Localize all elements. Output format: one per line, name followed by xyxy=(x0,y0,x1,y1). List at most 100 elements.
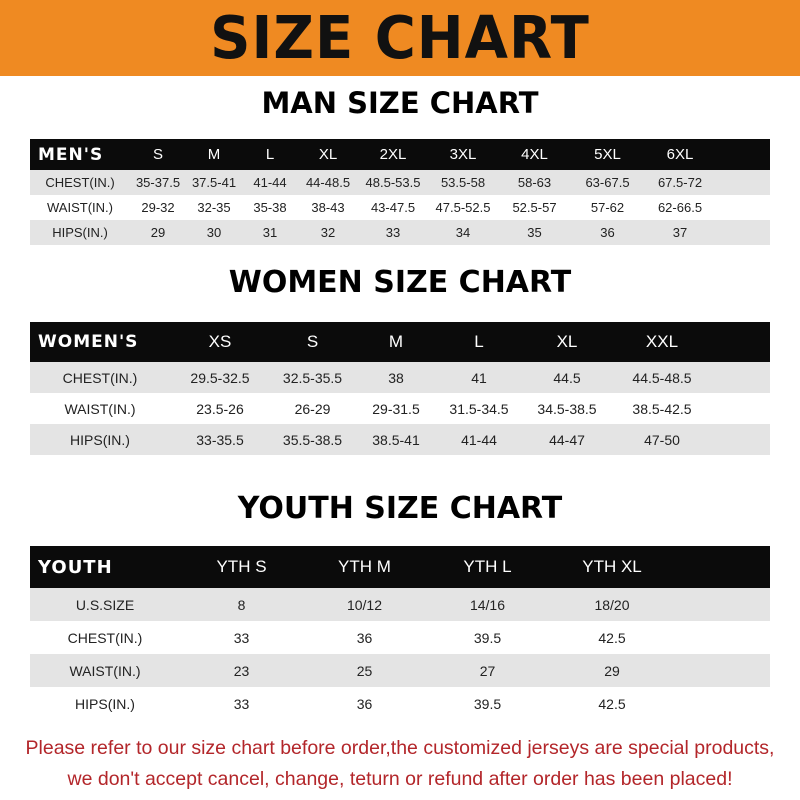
banner: SIZE CHART xyxy=(0,0,800,76)
women-section-title: WOMEN SIZE CHART xyxy=(228,265,572,300)
size-column-header: XL xyxy=(556,332,578,351)
measurement-cell: 62-66.5 xyxy=(657,200,703,215)
size-column-header: 3XL xyxy=(449,146,477,163)
measurement-cell: 18/20 xyxy=(594,596,630,613)
table-row: HIPS(IN.) 33 36 39.5 42.5 xyxy=(30,687,770,720)
men-header-label: MEN'S xyxy=(38,144,104,165)
size-column-header: 4XL xyxy=(521,146,548,163)
row-label: U.S.SIZE xyxy=(75,596,135,613)
size-column-header: M xyxy=(207,146,221,163)
measurement-cell: 41 xyxy=(471,369,487,386)
measurement-cell: 58-63 xyxy=(517,175,552,190)
measurement-cell: 37 xyxy=(672,225,688,240)
table-row: CHEST(IN.) 29.5-32.5 32.5-35.5 38 41 44.5 44.5… xyxy=(30,362,770,393)
measurement-cell: 38.5-41 xyxy=(372,431,420,448)
measurement-cell: 38.5-42.5 xyxy=(632,400,692,417)
measurement-cell: 39.5 xyxy=(473,629,502,646)
measurement-cell: 57-62 xyxy=(590,200,625,215)
size-column-header: XS xyxy=(208,332,232,351)
measurement-cell: 47-50 xyxy=(644,431,680,448)
measurement-cell: 36 xyxy=(356,629,373,646)
measurement-cell: 42.5 xyxy=(598,695,626,712)
measurement-cell: 35 xyxy=(527,225,542,240)
size-column-header: YTH L xyxy=(463,557,512,576)
size-column-header: XXL xyxy=(645,332,679,351)
men-size-table: MEN'S S M L XL 2XL 3XL 4XL 5XL 6XL CHEST(IN.) 35-37… xyxy=(30,139,770,245)
measurement-cell: 34.5-38.5 xyxy=(537,400,597,417)
measurement-cell: 23.5-26 xyxy=(196,400,244,417)
measurement-cell: 44-48.5 xyxy=(305,175,351,190)
youth-header-label: YOUTH xyxy=(38,556,113,578)
measurement-cell: 29.5-32.5 xyxy=(190,369,250,386)
measurement-cell: 32-35 xyxy=(197,200,231,215)
size-column-header: YTH S xyxy=(216,557,267,576)
measurement-cell: 39.5 xyxy=(473,695,502,712)
measurement-cell: 33 xyxy=(385,225,401,240)
size-column-header: XL xyxy=(318,146,338,163)
measurement-cell: 63-67.5 xyxy=(585,175,630,190)
measurement-cell: 33-35.5 xyxy=(196,431,244,448)
table-row: HIPS(IN.) 29 30 31 32 33 34 35 36 37 xyxy=(30,220,770,245)
measurement-cell: 37.5-41 xyxy=(191,175,237,190)
measurement-cell: 36 xyxy=(600,225,615,240)
table-row: WAIST(IN.) 23 25 27 29 xyxy=(30,654,770,687)
size-column-header: L xyxy=(265,146,275,163)
measurement-cell: 44-47 xyxy=(549,431,585,448)
measurement-cell: 41-44 xyxy=(253,175,287,190)
women-size-table: WOMEN'S XS S M L XL XXL CHEST(IN.) 29.5-32.5 32.5… xyxy=(30,322,770,455)
men-header-row: MEN'S S M L XL 2XL 3XL 4XL 5XL 6XL xyxy=(30,139,770,170)
table-row: U.S.SIZE 8 10/12 14/16 18/20 xyxy=(30,588,770,621)
measurement-cell: 38-43 xyxy=(311,200,345,215)
measurement-cell: 8 xyxy=(237,596,246,613)
row-label: HIPS(IN.) xyxy=(70,431,130,448)
youth-section-title: YOUTH SIZE CHART xyxy=(237,491,563,526)
measurement-cell: 44.5 xyxy=(553,369,581,386)
measurement-cell: 44.5-48.5 xyxy=(632,369,692,386)
table-row: CHEST(IN.) 35-37.5 37.5-41 41-44 44-48.5 48.5… xyxy=(30,170,770,195)
youth-header-row: YOUTH YTH S YTH M YTH L YTH XL xyxy=(30,546,770,588)
measurement-cell: 31 xyxy=(262,225,278,240)
row-label: WAIST(IN.) xyxy=(69,662,141,679)
row-label: HIPS(IN.) xyxy=(52,225,108,240)
page-title: SIZE CHART xyxy=(210,3,590,73)
women-header-label: WOMEN'S xyxy=(38,332,139,352)
measurement-cell: 10/12 xyxy=(346,596,383,613)
women-header-row: WOMEN'S XS S M L XL XXL xyxy=(30,322,770,362)
table-row: WAIST(IN.) 23.5-26 26-29 29-31.5 31.5-34.5 34… xyxy=(30,393,770,424)
size-column-header: S xyxy=(152,146,163,163)
row-label: CHEST(IN.) xyxy=(45,175,115,190)
measurement-cell: 25 xyxy=(356,662,373,679)
row-label: CHEST(IN.) xyxy=(62,369,138,386)
size-column-header: S xyxy=(306,332,319,351)
measurement-cell: 43-47.5 xyxy=(370,200,416,215)
measurement-cell: 38 xyxy=(388,369,404,386)
size-column-header: YTH M xyxy=(338,557,391,576)
row-label: HIPS(IN.) xyxy=(75,695,135,712)
measurement-cell: 30 xyxy=(206,225,222,240)
measurement-cell: 36 xyxy=(356,695,373,712)
measurement-cell: 23 xyxy=(233,662,250,679)
size-column-header: L xyxy=(474,332,484,351)
measurement-cell: 29 xyxy=(150,225,166,240)
notice-line-2: we don't accept cancel, change, teturn o… xyxy=(67,768,733,790)
measurement-cell: 29-31.5 xyxy=(372,400,420,417)
notice-line-1: Please refer to our size chart before or… xyxy=(25,737,775,759)
measurement-cell: 29 xyxy=(604,662,620,679)
table-row: CHEST(IN.) 33 36 39.5 42.5 xyxy=(30,621,770,654)
measurement-cell: 33 xyxy=(233,629,250,646)
measurement-cell: 42.5 xyxy=(598,629,626,646)
table-row: HIPS(IN.) 33-35.5 35.5-38.5 38.5-41 41-44 44-… xyxy=(30,424,770,455)
measurement-cell: 26-29 xyxy=(294,400,331,417)
measurement-cell: 33 xyxy=(233,695,250,712)
measurement-cell: 53.5-58 xyxy=(440,175,486,190)
measurement-cell: 52.5-57 xyxy=(512,200,557,215)
table-row: WAIST(IN.) 29-32 32-35 35-38 38-43 43-47.5 47.… xyxy=(30,195,770,220)
measurement-cell: 32.5-35.5 xyxy=(282,369,343,386)
row-label: CHEST(IN.) xyxy=(67,629,143,646)
measurement-cell: 35.5-38.5 xyxy=(282,431,343,448)
youth-size-table: YOUTH YTH S YTH M YTH L YTH XL U.S.SIZE 8 10/12… xyxy=(30,546,770,720)
measurement-cell: 32 xyxy=(320,225,336,240)
measurement-cell: 27 xyxy=(479,662,496,679)
measurement-cell: 31.5-34.5 xyxy=(449,400,509,417)
men-section-title: MAN SIZE CHART xyxy=(261,86,539,120)
